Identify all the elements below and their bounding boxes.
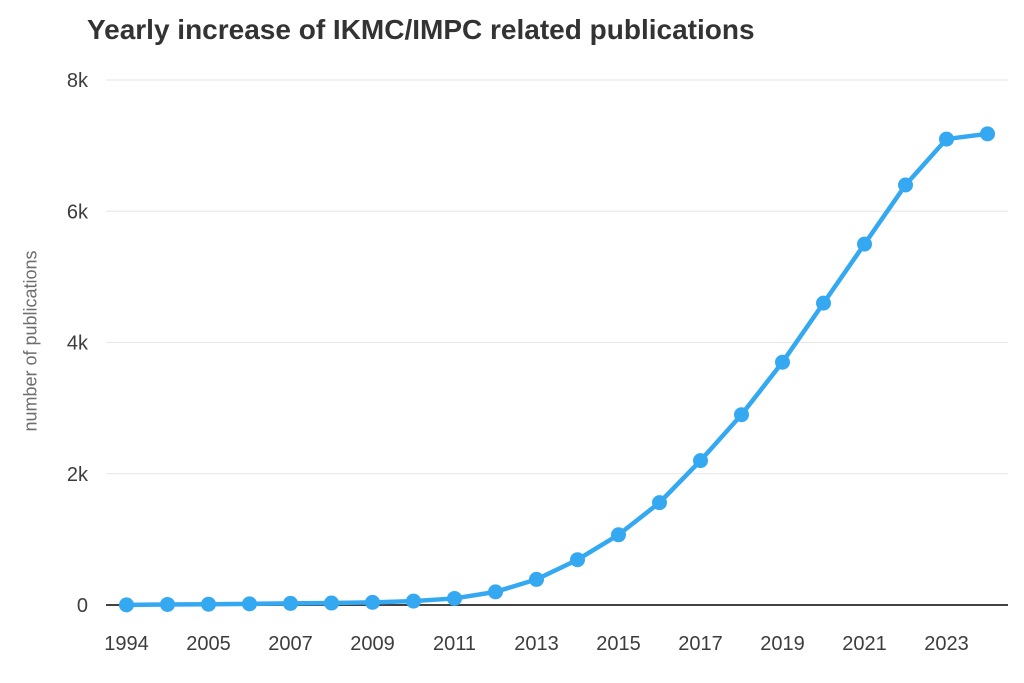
- chart-title: Yearly increase of IKMC/IMPC related pub…: [87, 14, 755, 45]
- data-point-2010[interactable]: [406, 593, 421, 609]
- y-tick-label: 6k: [67, 201, 89, 223]
- x-tick-label: 2005: [186, 633, 231, 655]
- y-tick-label: 0: [77, 595, 88, 617]
- data-point-2024[interactable]: [980, 126, 995, 142]
- data-point-2012[interactable]: [488, 584, 503, 600]
- data-point-2017[interactable]: [693, 453, 708, 469]
- data-point-2008[interactable]: [324, 595, 339, 611]
- x-tick-label: 2013: [514, 633, 559, 655]
- x-tick-label: 2009: [350, 633, 395, 655]
- x-tick-label: 2007: [268, 633, 313, 655]
- data-point-2011[interactable]: [447, 590, 462, 606]
- data-point-1994[interactable]: [119, 597, 134, 613]
- y-tick-label: 2k: [67, 464, 89, 486]
- data-point-2018[interactable]: [734, 407, 749, 423]
- data-point-2020[interactable]: [816, 295, 831, 311]
- data-point-2022[interactable]: [898, 177, 913, 193]
- data-line: [124, 131, 990, 608]
- data-point-2014[interactable]: [570, 552, 585, 568]
- data-point-2019[interactable]: [775, 354, 790, 370]
- data-point-2005[interactable]: [201, 596, 216, 612]
- data-point-2013[interactable]: [529, 571, 544, 587]
- data-point-2004[interactable]: [160, 596, 175, 612]
- data-point-2007[interactable]: [283, 595, 298, 611]
- x-tick-label: 1994: [104, 633, 149, 655]
- x-tick-label: 2015: [596, 633, 641, 655]
- x-tick-label: 2021: [842, 633, 887, 655]
- x-tick-label: 2017: [678, 633, 723, 655]
- data-point-2021[interactable]: [857, 236, 872, 252]
- data-point-2006[interactable]: [242, 596, 257, 612]
- x-tick-label: 2023: [924, 633, 969, 655]
- data-point-2015[interactable]: [611, 527, 626, 543]
- data-point-2009[interactable]: [365, 594, 380, 610]
- data-point-2023[interactable]: [939, 131, 954, 147]
- x-tick-label: 2019: [760, 633, 805, 655]
- x-tick-label: 2011: [433, 633, 476, 655]
- y-tick-label: 4k: [67, 333, 89, 355]
- data-point-2016[interactable]: [652, 495, 667, 511]
- y-tick-label: 8k: [67, 70, 89, 92]
